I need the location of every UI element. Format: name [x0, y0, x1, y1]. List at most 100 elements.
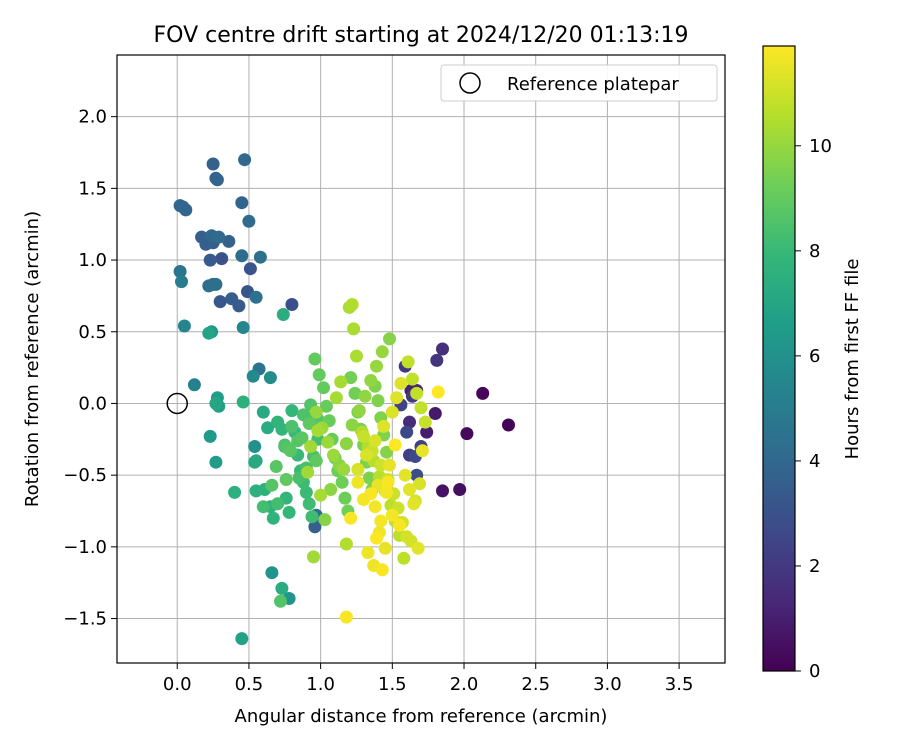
scatter-point — [345, 418, 359, 432]
y-tick-label: 1.0 — [78, 250, 107, 271]
scatter-point — [405, 372, 419, 386]
y-tick-label: 0.5 — [78, 322, 107, 343]
scatter-point — [390, 391, 404, 405]
x-tick-label: 3.5 — [665, 674, 694, 695]
scatter-point — [370, 531, 383, 545]
scatter-point — [249, 290, 263, 304]
scatter-point — [319, 399, 333, 413]
x-tick-label: 2.0 — [450, 674, 479, 695]
scatter-point — [327, 448, 340, 462]
scatter-point — [299, 485, 313, 499]
scatter-point — [400, 425, 414, 439]
legend-box — [440, 64, 718, 102]
scatter-point — [253, 250, 267, 264]
scatter-point — [263, 371, 277, 385]
scatter-point — [413, 477, 427, 491]
scatter-point — [347, 322, 361, 336]
scatter-point — [374, 514, 388, 528]
scatter-point — [403, 483, 416, 496]
y-tick-label: −0.5 — [63, 465, 107, 486]
scatter-point — [431, 385, 445, 399]
colorbar-ticks: 0 2 4 6 8 10 — [795, 136, 832, 682]
scatter-points — [173, 153, 515, 646]
scatter-point — [209, 455, 223, 469]
scatter-point — [380, 445, 394, 459]
scatter-point — [361, 546, 375, 560]
legend: Reference platepar — [440, 64, 718, 102]
scatter-point — [302, 497, 316, 511]
scatter-point — [302, 417, 316, 430]
scatter-point — [368, 434, 382, 448]
scatter-point — [476, 386, 490, 400]
scatter-point — [430, 353, 444, 367]
x-tick-label: 0.0 — [163, 674, 192, 695]
y-tick-label: 0.0 — [78, 393, 107, 414]
scatter-point — [173, 265, 187, 278]
scatter-point — [238, 153, 252, 167]
legend-marker-icon — [459, 72, 481, 94]
scatter-point — [318, 513, 332, 527]
scatter-point — [236, 395, 250, 409]
scatter-point — [337, 462, 351, 476]
scatter-point — [352, 404, 366, 418]
scatter-point — [344, 371, 358, 385]
scatter-point — [276, 308, 290, 321]
scatter-point — [411, 541, 425, 555]
scatter-point — [398, 468, 412, 482]
scatter-point — [368, 500, 382, 514]
grid — [117, 55, 725, 663]
scatter-point — [271, 497, 285, 511]
scatter-point — [308, 520, 322, 534]
scatter-point — [179, 203, 193, 217]
colorbar-label: Hours from first FF file — [842, 259, 863, 460]
scatter-point — [334, 375, 348, 389]
scatter-point — [329, 391, 343, 405]
scatter-point — [209, 397, 223, 410]
scatter-point — [275, 422, 289, 436]
scatter-point — [236, 321, 250, 334]
colorbar-tick-label: 4 — [809, 451, 820, 472]
scatter-point — [284, 444, 297, 458]
scatter-point — [362, 471, 376, 485]
scatter-point — [309, 405, 323, 419]
scatter-point — [285, 419, 299, 433]
scatter-point — [243, 262, 257, 276]
scatter-point — [175, 275, 188, 289]
scatter-point — [177, 319, 191, 333]
scatter-point — [321, 435, 335, 449]
scatter-point — [242, 214, 256, 228]
y-ticks: −1.5 −1.0 −0.5 0.0 0.5 1.0 1.5 2.0 — [63, 107, 117, 630]
scatter-point — [397, 551, 411, 565]
scatter-point — [344, 511, 358, 525]
scatter-point — [261, 421, 275, 435]
scatter-point — [436, 484, 449, 498]
scatter-point — [212, 230, 226, 244]
scatter-point — [317, 381, 330, 395]
scatter-point — [388, 438, 402, 452]
scatter-point — [305, 510, 319, 524]
scatter-point — [370, 359, 383, 373]
scatter-point — [295, 431, 309, 445]
colorbar-tick-label: 10 — [809, 136, 832, 157]
scatter-point — [339, 437, 353, 451]
scatter-point — [228, 485, 242, 499]
scatter-point — [339, 537, 353, 551]
scatter-point — [371, 394, 385, 408]
colorbar-gradient — [763, 46, 795, 671]
x-tick-label: 3.0 — [593, 674, 622, 695]
scatter-point — [383, 458, 396, 472]
scatter-point — [235, 249, 249, 263]
scatter-point — [385, 508, 399, 522]
reference-marker — [166, 392, 188, 415]
scatter-point — [364, 374, 378, 387]
colorbar: 0 2 4 6 8 10 Hours from first FF file — [762, 45, 863, 682]
scatter-point — [206, 157, 220, 171]
scatter-point — [235, 196, 249, 210]
scatter-point — [502, 418, 515, 432]
scatter-point — [246, 369, 260, 383]
scatter-point — [414, 401, 428, 415]
scatter-point — [285, 298, 299, 311]
x-tick-label: 1.0 — [306, 674, 335, 695]
scatter-point — [265, 566, 279, 580]
